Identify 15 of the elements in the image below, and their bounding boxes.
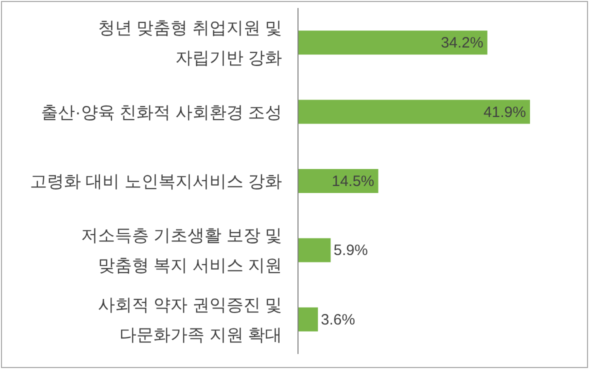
bar — [298, 238, 331, 262]
bar — [298, 307, 318, 332]
data-label: 41.9% — [483, 104, 526, 121]
y-tick-label: 저소득층 기초생활 보장 및 맞춤형 복지 서비스 지원 — [80, 226, 282, 276]
bar — [298, 169, 378, 193]
bar — [298, 30, 488, 55]
data-label: 3.6% — [320, 311, 356, 328]
y-tick-label: 출산·양육 친화적 사회환경 조성 — [41, 102, 282, 122]
y-tick-label: 청년 맞춤형 취업지원 및 자립기반 강화 — [98, 18, 282, 68]
y-tick-label: 고령화 대비 노인복지서비스 강화 — [30, 172, 282, 191]
y-tick-label: 사회적 약자 권익증진 및 다문화가족 지원 확대 — [98, 295, 282, 344]
bar — [298, 100, 530, 124]
data-label: 14.5% — [332, 173, 374, 190]
data-label: 5.9% — [334, 242, 368, 260]
data-label: 34.2% — [440, 34, 484, 52]
